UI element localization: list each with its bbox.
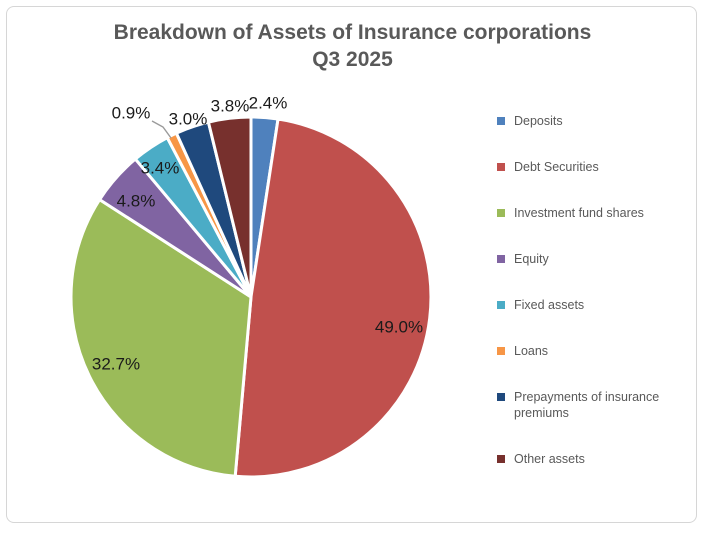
legend-swatch-equity xyxy=(497,255,505,263)
data-label-other-assets: 3.8% xyxy=(211,96,250,115)
legend: Deposits Debt Securities Investment fund s… xyxy=(497,113,693,467)
chart-title-line1: Breakdown of Assets of Insurance corpora… xyxy=(113,21,592,44)
legend-item-prepayments-of-insurance-premiums: Prepayments of insurance premiums xyxy=(497,389,693,421)
chart-title-line2: Q3 2025 xyxy=(312,48,393,71)
legend-label: Prepayments of insurance premiums xyxy=(514,390,660,420)
data-label-loans: 0.9% xyxy=(112,103,151,122)
pie-slice-debt-securities xyxy=(233,117,433,479)
legend-item-investment-fund-shares: Investment fund shares xyxy=(497,205,693,221)
legend-item-loans: Loans xyxy=(497,343,693,359)
data-label-investment-fund-shares: 32.7% xyxy=(92,354,140,373)
legend-swatch-deposits xyxy=(497,117,505,125)
legend-label: Investment fund shares xyxy=(514,206,644,220)
legend-label: Other assets xyxy=(514,452,585,466)
legend-label: Fixed assets xyxy=(514,298,585,312)
legend-swatch-fixed-assets xyxy=(497,301,505,309)
legend-label: Debt Securities xyxy=(514,160,599,174)
legend-swatch-prepayments-of-insurance-premiums xyxy=(497,393,505,401)
legend-swatch-investment-fund-shares xyxy=(497,209,505,217)
legend-item-deposits: Deposits xyxy=(497,113,693,129)
legend-swatch-debt-securities xyxy=(497,163,505,171)
legend-item-fixed-assets: Fixed assets xyxy=(497,297,693,313)
legend-label: Loans xyxy=(514,344,549,358)
data-label-prepayments-of-insurance-premiums: 3.0% xyxy=(169,109,208,128)
legend-item-debt-securities: Debt Securities xyxy=(497,159,693,175)
pie-slice-other-assets xyxy=(206,115,253,299)
legend-item-equity: Equity xyxy=(497,251,693,267)
data-label-deposits: 2.4% xyxy=(249,93,288,112)
chart-title: Breakdown of Assets of Insurance corpora… xyxy=(0,19,705,73)
legend-swatch-loans xyxy=(497,347,505,355)
legend-label: Deposits xyxy=(514,114,563,128)
data-label-equity: 4.8% xyxy=(117,191,156,210)
data-label-debt-securities: 49.0% xyxy=(375,317,423,336)
legend-item-other-assets: Other assets xyxy=(497,451,693,467)
data-label-fixed-assets: 3.4% xyxy=(141,158,180,177)
label-leader-line-loans xyxy=(151,120,172,139)
legend-swatch-other-assets xyxy=(497,455,505,463)
legend-label: Equity xyxy=(514,252,549,266)
